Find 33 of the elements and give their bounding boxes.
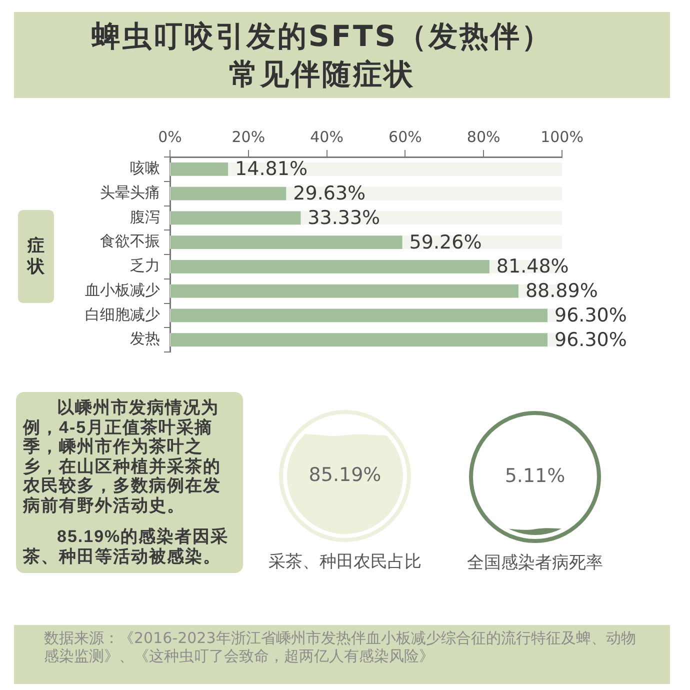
text: 全国感染者病死率 xyxy=(466,552,604,574)
x-tick-label: 40% xyxy=(310,128,344,146)
data-label: 88.89% xyxy=(525,280,598,302)
y-tick-label: 血小板减少 xyxy=(85,280,160,299)
x-tick-label: 0% xyxy=(158,128,182,146)
source-note: 数据来源：《2016-2023年浙江省嵊州市发热伴血小板减少综合征的流行特征及蜱、动物感染监测》、《这种虫叮了会致命，超两亿人有感染风险》 xyxy=(44,629,637,665)
y-axis-title: 症状 xyxy=(27,236,45,278)
y-tick-label: 食欲不振 xyxy=(100,232,160,250)
y-tick-label: 发热 xyxy=(130,330,160,348)
data-label: 33.33% xyxy=(308,206,380,229)
x-tick-label: 60% xyxy=(388,128,422,146)
x-tick-label: 80% xyxy=(466,128,500,146)
bar xyxy=(170,186,286,200)
data-label: 81.48% xyxy=(496,256,569,278)
data-label: 29.63% xyxy=(293,182,366,204)
text: 85.19%的感染者因采茶、种田等活动被感染。 xyxy=(23,527,230,566)
text: 以嵊州市发病情况为例，4-5月正值茶叶采摘季，嵊州市作为茶叶之乡，在山区种植并采茶的农民较多，多数病例在发病前有野外活动史。 xyxy=(23,398,222,515)
x-tick-label: 100% xyxy=(540,128,584,146)
data-label: 59.26% xyxy=(409,231,482,254)
y-tick-label: 乏力 xyxy=(130,256,160,275)
y-tick-label: 咳嗽 xyxy=(130,159,160,178)
text: 采茶、种田农民占比 xyxy=(268,551,422,573)
bar xyxy=(170,162,228,176)
y-tick-label: 白细胞减少 xyxy=(85,305,160,324)
y-tick-label: 腹泻 xyxy=(130,208,160,226)
data-label: 85.19% xyxy=(308,464,382,486)
chart-title: 蜱虫叮咬引发的SFTS（发热伴）常见伴随症状 xyxy=(90,18,554,93)
y-tick-label: 头晕头痛 xyxy=(100,183,160,202)
data-label: 14.81% xyxy=(235,158,308,180)
data-label: 96.30% xyxy=(554,328,627,351)
data-label: 96.30% xyxy=(554,304,627,326)
x-tick-label: 20% xyxy=(232,128,266,146)
data-label: 5.11% xyxy=(504,464,566,487)
